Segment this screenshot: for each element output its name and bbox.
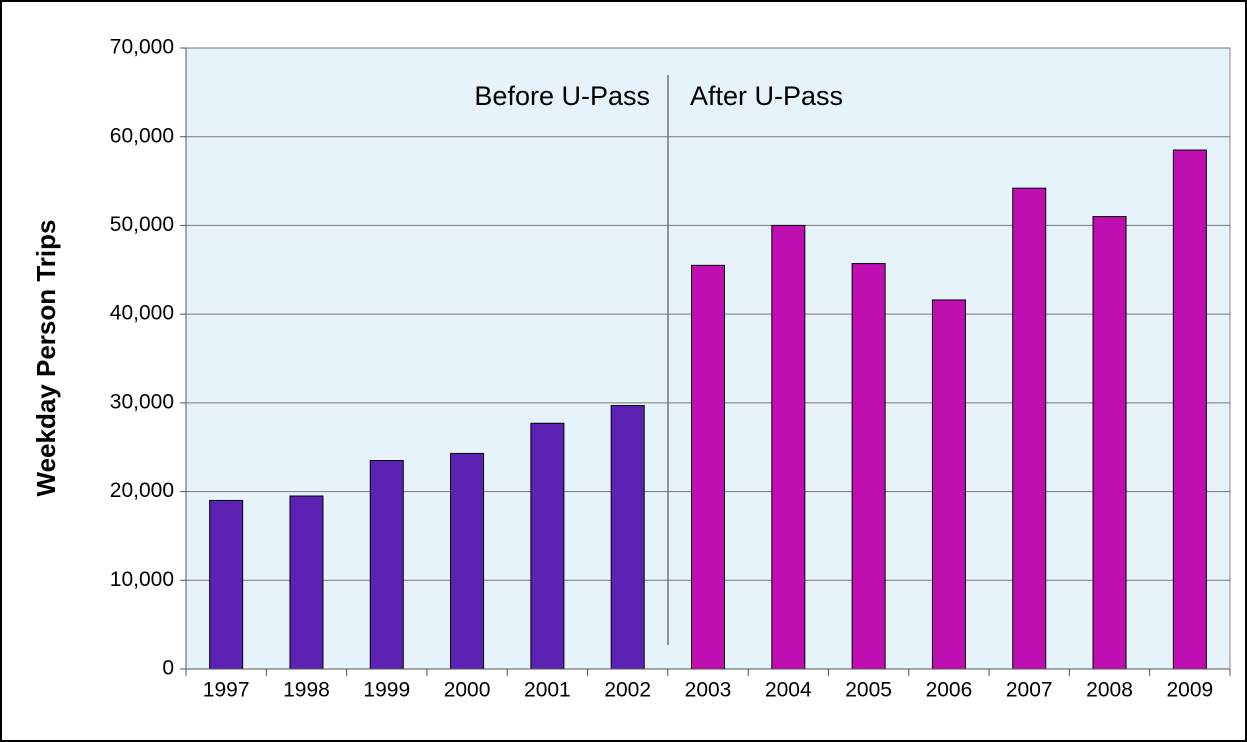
x-tick-label: 2004 — [765, 679, 812, 702]
bar — [209, 499, 244, 670]
bar — [691, 264, 725, 670]
bar — [1172, 149, 1207, 670]
x-tick-label: 2005 — [845, 679, 892, 702]
annotation: After U-Pass — [690, 81, 843, 111]
x-tick-label: 1997 — [203, 679, 250, 702]
bar — [931, 299, 966, 670]
annotation: Before U-Pass — [474, 81, 650, 111]
y-tick-label: 50,000 — [110, 213, 174, 236]
x-tick-label: 2009 — [1166, 679, 1213, 702]
y-tick-label: 40,000 — [110, 302, 174, 325]
y-axis-label: Weekday Person Trips — [31, 220, 61, 497]
x-tick-label: 1998 — [283, 679, 330, 702]
bar — [369, 460, 404, 670]
bar — [289, 495, 324, 670]
x-tick-label: 2002 — [604, 679, 651, 702]
x-tick-label: 2007 — [1006, 679, 1053, 702]
bar — [610, 405, 645, 670]
bar — [1092, 216, 1127, 670]
y-tick-label: 20,000 — [110, 479, 174, 502]
y-tick-label: 30,000 — [110, 390, 174, 413]
bar — [530, 422, 565, 670]
y-tick-label: 0 — [162, 657, 174, 680]
x-tick-label: 2000 — [444, 679, 491, 702]
bar — [1012, 187, 1047, 670]
bar — [851, 263, 886, 670]
y-tick-label: 70,000 — [110, 36, 174, 59]
y-tick-label: 60,000 — [110, 124, 174, 147]
x-tick-label: 1999 — [363, 679, 410, 702]
x-tick-label: 2006 — [926, 679, 973, 702]
x-tick-label: 2003 — [685, 679, 732, 702]
x-tick-label: 2001 — [524, 679, 571, 702]
x-tick-label: 2008 — [1086, 679, 1133, 702]
bar — [771, 224, 806, 670]
y-tick-label: 10,000 — [110, 568, 174, 591]
bar — [450, 452, 485, 670]
